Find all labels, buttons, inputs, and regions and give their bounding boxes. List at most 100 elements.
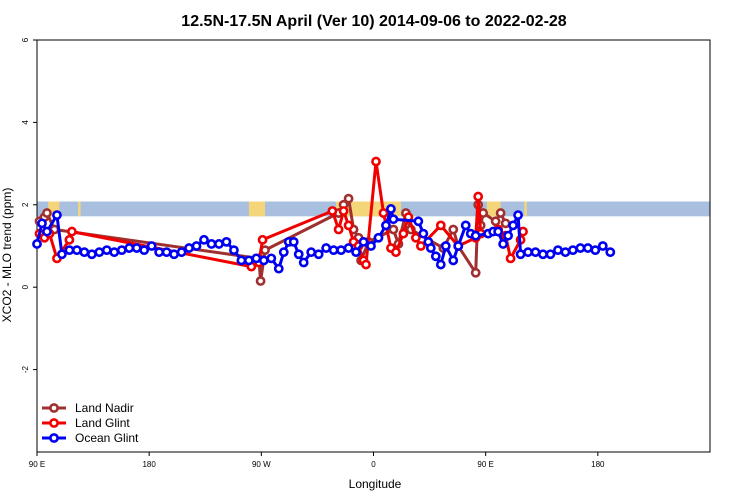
data-point xyxy=(493,226,504,237)
data-point xyxy=(391,247,401,258)
legend-label: Land Glint xyxy=(75,416,130,430)
data-point xyxy=(568,245,578,256)
land-ocean-band xyxy=(37,201,710,217)
y-tick-label: 6 xyxy=(21,37,30,42)
data-point xyxy=(199,234,209,245)
legend-swatch-marker xyxy=(49,418,59,428)
data-point xyxy=(221,236,232,247)
series-layer xyxy=(32,156,616,286)
data-point xyxy=(398,228,409,239)
chart-title: 12.5N-17.5N April (Ver 10) 2014-09-06 to… xyxy=(181,13,567,30)
data-point xyxy=(243,255,254,266)
data-point xyxy=(415,241,426,251)
legend-item: Land Glint xyxy=(42,416,130,430)
data-point xyxy=(64,234,75,245)
data-point xyxy=(413,216,424,227)
data-point xyxy=(508,220,518,231)
data-point xyxy=(430,251,441,262)
data-point xyxy=(361,259,371,270)
data-point xyxy=(139,245,150,256)
data-point xyxy=(338,206,349,216)
legend-item: Ocean Glint xyxy=(42,431,139,445)
data-point xyxy=(131,243,142,253)
land-segment xyxy=(524,201,527,217)
land-segment xyxy=(78,201,81,217)
data-point xyxy=(255,276,266,286)
data-point xyxy=(42,226,52,237)
data-point xyxy=(336,245,346,256)
data-point xyxy=(435,220,446,231)
data-point xyxy=(236,255,247,266)
data-point xyxy=(448,224,459,235)
data-point xyxy=(495,208,506,218)
data-point xyxy=(293,249,304,260)
data-point xyxy=(278,247,289,258)
legend-item: Land Nadir xyxy=(42,401,134,415)
data-point xyxy=(251,253,262,264)
data-point xyxy=(184,243,194,253)
data-point xyxy=(351,247,361,258)
data-point xyxy=(538,249,548,260)
data-point xyxy=(388,214,399,225)
data-point xyxy=(154,247,165,258)
data-point xyxy=(545,249,556,260)
data-point xyxy=(109,247,120,258)
data-point xyxy=(453,241,464,251)
data-point xyxy=(306,247,317,258)
legend-swatch-marker xyxy=(49,403,59,413)
data-point xyxy=(161,247,172,258)
data-point xyxy=(64,245,75,256)
data-point xyxy=(490,216,501,227)
y-tick-label: -2 xyxy=(21,365,30,373)
data-point xyxy=(371,156,381,167)
x-tick-label: 90 W xyxy=(252,460,271,469)
data-point xyxy=(52,210,62,220)
data-point xyxy=(214,239,224,249)
data-point xyxy=(288,236,299,247)
data-point xyxy=(366,241,376,251)
data-point xyxy=(448,255,459,266)
legend-swatch-marker xyxy=(49,433,59,443)
data-point xyxy=(94,247,105,258)
data-point xyxy=(257,234,268,245)
data-point xyxy=(101,245,112,256)
data-point xyxy=(79,247,90,258)
data-point xyxy=(42,208,52,218)
data-point xyxy=(410,232,421,243)
data-point xyxy=(513,210,523,220)
data-point xyxy=(32,239,42,249)
land-segment xyxy=(48,201,60,217)
data-point xyxy=(553,245,563,256)
data-point xyxy=(605,247,616,258)
data-point xyxy=(425,243,436,253)
x-tick-label: 180 xyxy=(142,460,156,469)
data-point xyxy=(503,230,513,241)
data-point xyxy=(358,236,369,247)
data-point xyxy=(560,247,571,258)
series-ocean-glint xyxy=(32,204,616,274)
data-point xyxy=(66,226,77,237)
data-point xyxy=(343,193,354,204)
data-point xyxy=(523,247,533,258)
data-point xyxy=(505,253,516,264)
data-point xyxy=(116,245,127,256)
data-point xyxy=(298,257,309,268)
data-point xyxy=(435,259,446,270)
data-point xyxy=(169,249,179,260)
data-point xyxy=(258,255,269,266)
data-point xyxy=(575,243,586,253)
data-point xyxy=(124,243,135,253)
data-point xyxy=(71,245,82,256)
x-tick-label: 180 xyxy=(591,460,605,469)
y-tick-label: 4 xyxy=(21,120,30,125)
data-point xyxy=(327,206,338,216)
y-tick-label: 2 xyxy=(21,202,30,207)
data-point xyxy=(321,243,332,253)
x-tick-label: 90 E xyxy=(29,460,45,469)
data-point xyxy=(597,241,608,251)
data-point xyxy=(473,191,484,202)
data-point xyxy=(57,249,67,260)
data-point xyxy=(343,220,354,231)
